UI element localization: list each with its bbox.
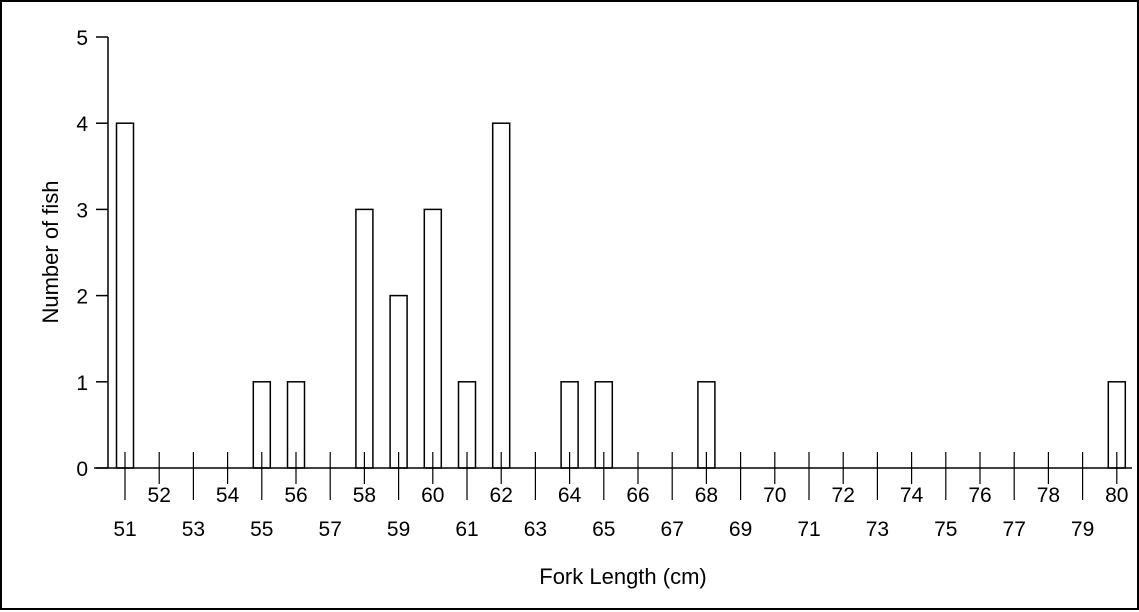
y-tick-label-5: 5 [76,27,88,50]
x-tick-label-71: 71 [797,518,820,541]
x-tick-label-54: 54 [216,484,240,507]
x-tick-label-75: 75 [934,518,957,541]
x-tick-label-59: 59 [387,518,410,541]
x-tick-label-70: 70 [763,484,786,507]
x-tick-label-55: 55 [250,518,273,541]
x-tick-label-77: 77 [1003,518,1026,541]
x-tick-label-61: 61 [455,518,478,541]
bar-51 [115,122,135,469]
x-tick-label-74: 74 [900,484,924,507]
bar-58 [355,208,374,469]
y-tick-label-4: 4 [76,113,88,136]
y-tick-label-0: 0 [76,458,88,481]
x-tick-label-78: 78 [1037,484,1060,507]
x-tick-label-58: 58 [353,484,376,507]
bar-60 [423,208,443,469]
x-tick-label-51: 51 [113,518,136,541]
x-tick-label-72: 72 [832,484,855,507]
y-tick-label-1: 1 [76,372,88,395]
y-tick-label-3: 3 [76,199,88,222]
x-tick-label-53: 53 [182,518,205,541]
x-tick-label-56: 56 [284,484,307,507]
x-tick-label-52: 52 [148,484,171,507]
bar-62 [491,122,511,469]
x-tick-label-69: 69 [729,518,752,541]
x-tick-label-68: 68 [695,484,718,507]
axes-layer [94,36,1132,500]
x-tick-label-76: 76 [968,484,991,507]
x-tick-label-66: 66 [626,484,649,507]
x-axis-title: Fork Length (cm) [539,564,707,589]
x-tick-label-64: 64 [558,484,582,507]
x-tick-label-63: 63 [524,518,547,541]
x-tick-label-73: 73 [866,518,889,541]
x-tick-label-80: 80 [1105,484,1128,507]
x-tick-label-65: 65 [592,518,615,541]
y-axis-title: Number of fish [38,180,63,323]
x-tick-label-60: 60 [421,484,444,507]
x-tick-label-57: 57 [319,518,342,541]
x-tick-label-79: 79 [1071,518,1094,541]
x-tick-label-67: 67 [661,518,684,541]
y-tick-label-2: 2 [76,286,88,309]
x-tick-label-62: 62 [490,484,513,507]
bar-59 [389,294,408,469]
bars-layer [115,122,1127,469]
labels-layer: 0 1 2 3 4 5 52 54 56 58 60 62 64 66 68 70 72 74 76 78 80 51 53… [76,27,1128,541]
